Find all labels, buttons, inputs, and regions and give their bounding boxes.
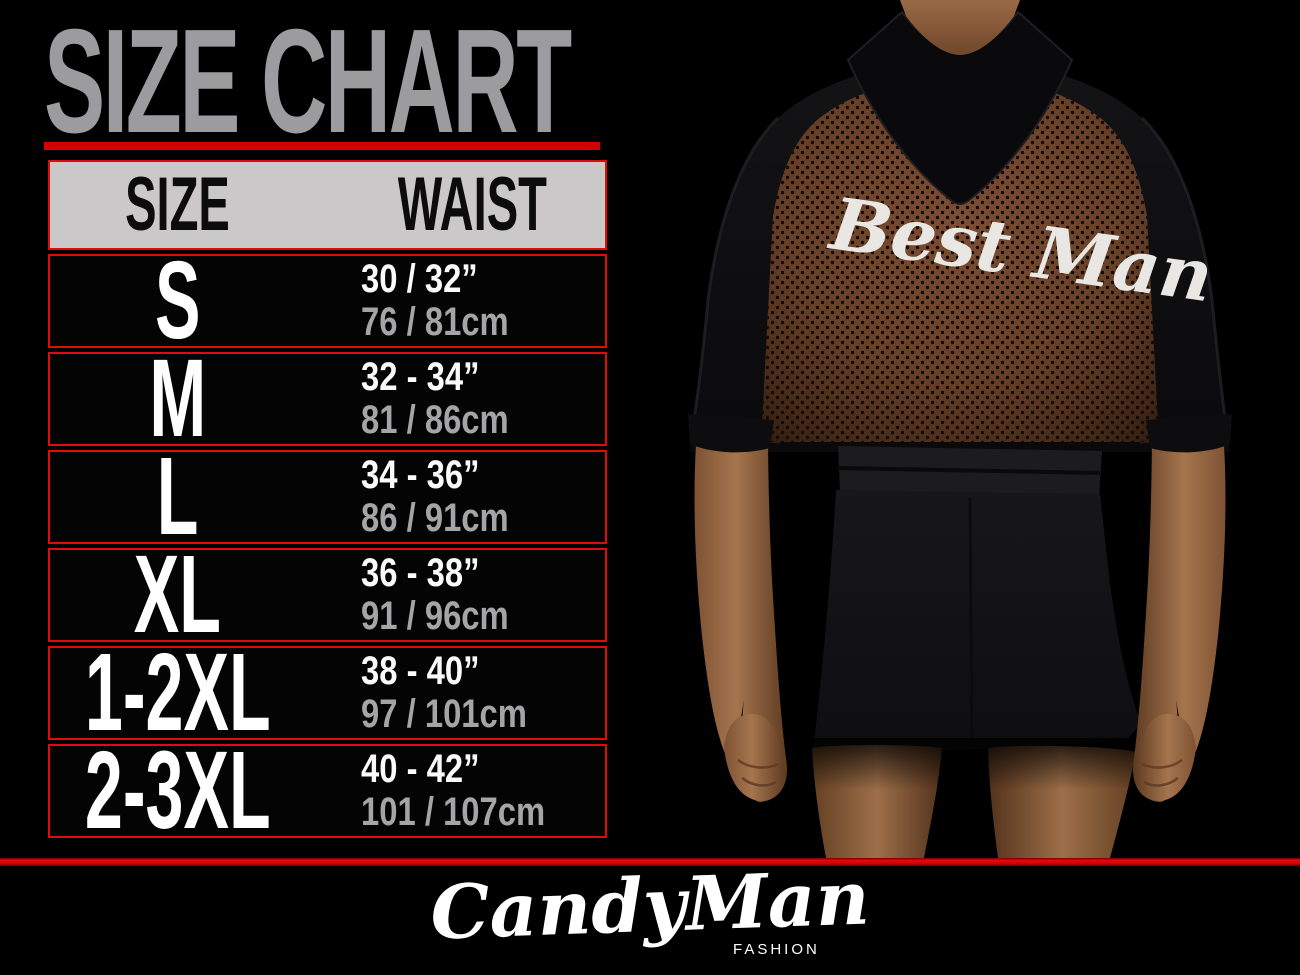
page-title: SIZE CHART bbox=[44, 0, 572, 164]
model-neck bbox=[900, 0, 1020, 55]
size-cell: XL bbox=[50, 540, 305, 650]
waist-inches: 40 - 42” bbox=[361, 746, 480, 791]
waist-cell: 32 - 34” 81 / 86cm bbox=[305, 354, 605, 444]
waist-cell: 38 - 40” 97 / 101cm bbox=[305, 648, 605, 738]
size-label: S bbox=[154, 239, 201, 362]
size-label: L bbox=[156, 435, 199, 558]
size-label: 1-2XL bbox=[84, 631, 271, 754]
waist-inches: 38 - 40” bbox=[361, 648, 480, 693]
model-legs bbox=[800, 738, 1150, 858]
footer-divider bbox=[0, 858, 1300, 866]
table-row-m: M 32 - 34” 81 / 86cm bbox=[48, 344, 607, 454]
size-table: SIZE WAIST S 30 / 32” 76 / 81cm M 32 - 3… bbox=[48, 160, 607, 846]
size-cell: L bbox=[50, 442, 305, 552]
model-right-arm bbox=[1133, 420, 1226, 802]
waist-column-header: WAIST bbox=[397, 162, 547, 247]
table-row-xl: XL 36 - 38” 91 / 96cm bbox=[48, 540, 607, 650]
robe-skirt bbox=[813, 490, 1141, 751]
waist-cell: 40 - 42” 101 / 107cm bbox=[305, 746, 605, 836]
waist-cm: 76 / 81cm bbox=[361, 300, 509, 344]
waist-inches: 30 / 32” bbox=[361, 256, 478, 301]
title-underline bbox=[44, 142, 600, 150]
table-row-2-3xl: 2-3XL 40 - 42” 101 / 107cm bbox=[48, 736, 607, 846]
size-cell: S bbox=[50, 246, 305, 356]
table-header-row: SIZE WAIST bbox=[48, 160, 607, 250]
waist-inches: 36 - 38” bbox=[361, 550, 480, 595]
waist-cm: 81 / 86cm bbox=[361, 398, 509, 442]
size-cell: 2-3XL bbox=[50, 736, 305, 846]
waist-cm: 101 / 107cm bbox=[361, 790, 546, 834]
brand-logo-sub: FASHION bbox=[733, 941, 820, 958]
header-cell-size: SIZE bbox=[50, 162, 305, 248]
size-cell: M bbox=[50, 344, 305, 454]
size-cell: 1-2XL bbox=[50, 638, 305, 748]
waist-cell: 36 - 38” 91 / 96cm bbox=[305, 550, 605, 640]
waist-inches: 32 - 34” bbox=[361, 354, 480, 399]
table-row-s: S 30 / 32” 76 / 81cm bbox=[48, 246, 607, 356]
size-label: 2-3XL bbox=[84, 729, 271, 852]
mesh-back-panel bbox=[761, 74, 1159, 442]
size-column-header: SIZE bbox=[125, 162, 230, 247]
waist-cm: 97 / 101cm bbox=[361, 692, 527, 736]
table-row-1-2xl: 1-2XL 38 - 40” 97 / 101cm bbox=[48, 638, 607, 748]
model-left-arm bbox=[694, 420, 787, 802]
table-row-l: L 34 - 36” 86 / 91cm bbox=[48, 442, 607, 552]
waist-cm: 91 / 96cm bbox=[361, 594, 509, 638]
waist-cm: 86 / 91cm bbox=[361, 496, 509, 540]
sleeve-cuffs bbox=[688, 414, 1232, 453]
product-photo: Best Man bbox=[688, 0, 1232, 858]
waist-inches: 34 - 36” bbox=[361, 452, 480, 497]
waist-cell: 34 - 36” 86 / 91cm bbox=[305, 452, 605, 542]
size-label: M bbox=[149, 337, 206, 460]
header-cell-waist: WAIST bbox=[305, 162, 605, 248]
waist-cell: 30 / 32” 76 / 81cm bbox=[305, 256, 605, 346]
size-label: XL bbox=[133, 533, 222, 656]
robe-belt bbox=[837, 446, 1102, 497]
